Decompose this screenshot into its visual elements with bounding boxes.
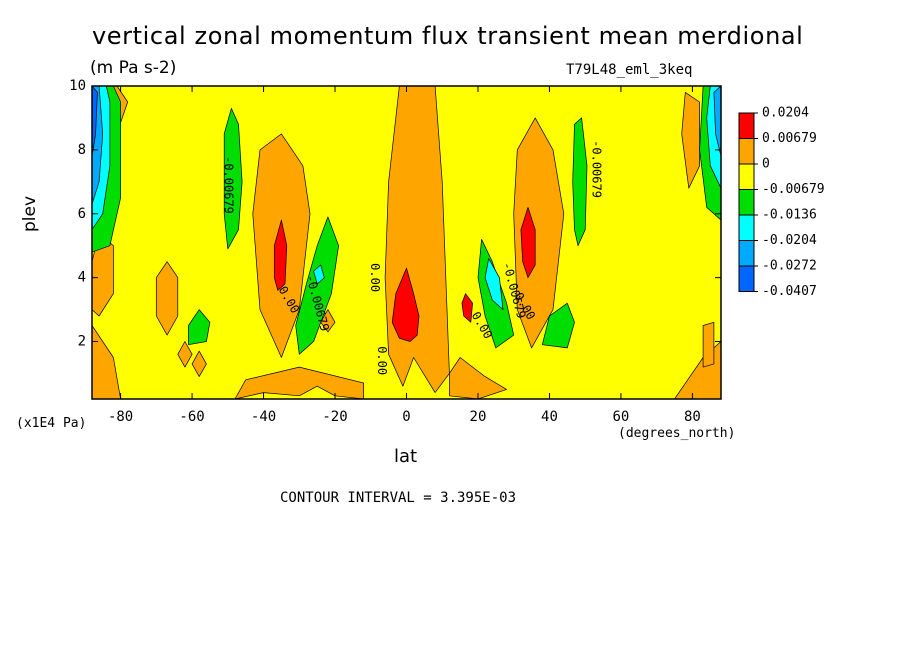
y-axis-unit: (x1E4 Pa) [16, 416, 87, 431]
x-tick-label: -80 [108, 409, 133, 425]
x-tick-label: 80 [684, 409, 701, 425]
colorbar-swatch [738, 163, 755, 190]
contour-region-21 [223, 108, 243, 250]
colorbar-swatch [738, 265, 755, 292]
colorbar-swatch [738, 112, 755, 139]
colorbar: 0.0204 0.00679 0 -0.00679 -0.0136 -0.0204 -0.0… [738, 106, 825, 299]
y-tick-label: 8 [78, 142, 86, 158]
contour-interval: CONTOUR INTERVAL = 3.395E-03 [280, 490, 517, 506]
contour-region-27 [484, 258, 504, 310]
contour-region-19 [295, 216, 339, 355]
contour-region-23 [188, 309, 211, 346]
x-axis: -80 -60 -40 -20 0 20 40 60 80 [108, 86, 701, 425]
x-axis-unit: (degrees_north) [618, 426, 736, 441]
contour-region-32 [713, 86, 721, 157]
contour-label-8: -0.00679 [589, 140, 603, 198]
contour-region-28 [313, 264, 325, 285]
y-tick-label: 10 [69, 78, 86, 94]
contour-region-22 [572, 117, 588, 247]
contour-region-18 [520, 207, 536, 278]
contour-region-17 [273, 219, 288, 291]
y-tick-label: 4 [78, 270, 86, 286]
colorbar-swatch [738, 240, 755, 267]
contour-region-13 [702, 321, 715, 368]
colorbar-level-label: 0 [762, 157, 770, 172]
colorbar-swatch [738, 214, 755, 241]
x-tick-label: 0 [402, 409, 410, 425]
contour-region-7 [155, 261, 179, 336]
contour-region-11 [191, 350, 207, 377]
run-label: T79L48_eml_3keq [566, 62, 693, 78]
contour-label-0: -0.00679 [221, 156, 235, 214]
y-tick-label: 6 [78, 206, 86, 222]
colorbar-level-label: -0.00679 [762, 182, 825, 197]
x-tick-label: 20 [470, 409, 487, 425]
filled-contours [92, 86, 721, 399]
contour-region-10 [177, 341, 193, 368]
contour-region-6 [513, 117, 565, 349]
contour-region-14 [681, 92, 700, 189]
x-tick-label: 40 [541, 409, 558, 425]
contour-region-12 [320, 309, 336, 333]
chart-title: vertical zonal momentum flux transient m… [92, 22, 804, 50]
contour-region-3 [92, 325, 121, 399]
x-tick-label: -40 [251, 409, 276, 425]
contour-label-4: 0.00 [375, 346, 389, 375]
colorbar-level-label: -0.0272 [762, 259, 817, 274]
x-tick-label: -60 [179, 409, 204, 425]
contour-region-15 [391, 267, 420, 342]
colorbar-swatch [738, 189, 755, 216]
colorbar-level-label: -0.0136 [762, 208, 817, 223]
x-tick-label: 60 [613, 409, 630, 425]
y-tick-label: 2 [78, 334, 86, 350]
contour-region-33 [92, 86, 98, 157]
contour-label-3: 0.00 [368, 263, 382, 292]
contour-region-24 [541, 302, 575, 349]
y-axis: 2 4 6 8 10 [69, 78, 721, 350]
x-tick-label: -20 [322, 409, 347, 425]
colorbar-level-label: -0.0204 [762, 233, 817, 248]
contour-region-16 [461, 293, 473, 323]
colorbar-level-label: 0.00679 [762, 131, 817, 146]
colorbar-level-label: -0.0407 [762, 284, 817, 299]
x-axis-label: lat [394, 446, 418, 467]
contour-region-1 [234, 366, 364, 399]
colorbar-swatch [738, 138, 755, 165]
chart-units: (m Pa s-2) [90, 58, 177, 78]
contour-region-2 [449, 357, 507, 399]
colorbar-level-label: 0.0204 [762, 106, 809, 121]
